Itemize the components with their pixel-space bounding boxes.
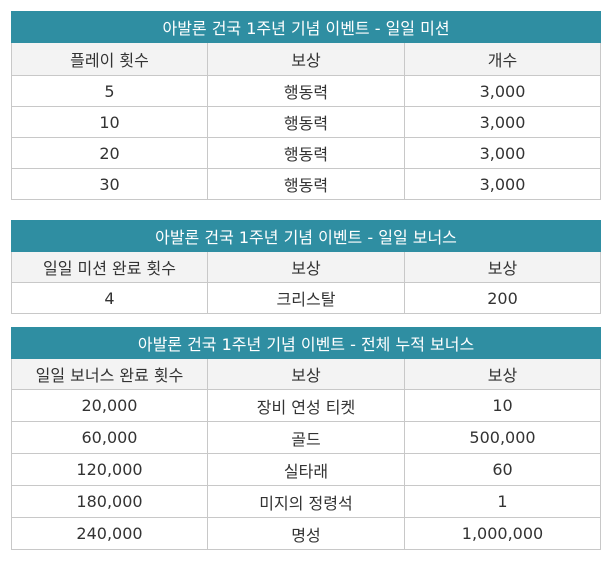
header-play-count: 플레이 횟수 [11, 42, 208, 76]
daily-bonus-title: 아발론 건국 1주년 기념 이벤트 - 일일 보너스 [10, 220, 602, 252]
table-header-row: 일일 미션 완료 횟수 보상 보상 [11, 251, 602, 283]
cell-reward: 행동력 [207, 106, 405, 138]
cell-complete-count: 20,000 [11, 389, 208, 422]
table-row: 60,000 골드 500,000 [11, 421, 602, 454]
cell-play-count: 10 [11, 106, 208, 138]
cell-reward-amount: 200 [403, 282, 602, 314]
cell-reward: 명성 [207, 517, 405, 550]
cell-reward-amount: 1,000,000 [403, 517, 602, 550]
header-quantity: 개수 [403, 42, 602, 76]
cell-reward: 골드 [207, 421, 405, 454]
table-row: 20,000 장비 연성 티켓 10 [11, 389, 602, 422]
cell-quantity: 3,000 [403, 168, 602, 200]
cell-complete-count: 4 [11, 282, 208, 314]
table-row: 10 행동력 3,000 [11, 106, 602, 138]
cell-reward-amount: 10 [403, 389, 602, 422]
daily-mission-table: 아발론 건국 1주년 기념 이벤트 - 일일 미션 플레이 횟수 보상 개수 5… [10, 11, 602, 200]
cell-quantity: 3,000 [403, 75, 602, 107]
cell-play-count: 20 [11, 137, 208, 169]
table-row: 20 행동력 3,000 [11, 137, 602, 169]
cell-reward: 장비 연성 티켓 [207, 389, 405, 422]
table-row: 4 크리스탈 200 [11, 282, 602, 314]
header-reward: 보상 [207, 251, 405, 283]
cumulative-bonus-table: 아발론 건국 1주년 기념 이벤트 - 전체 누적 보너스 일일 보너스 완료 … [10, 327, 602, 550]
cell-quantity: 3,000 [403, 106, 602, 138]
cell-play-count: 5 [11, 75, 208, 107]
cell-reward-amount: 500,000 [403, 421, 602, 454]
table-row: 120,000 실타래 60 [11, 453, 602, 486]
header-mission-complete-count: 일일 미션 완료 횟수 [11, 251, 208, 283]
cell-complete-count: 180,000 [11, 485, 208, 518]
cell-complete-count: 240,000 [11, 517, 208, 550]
cell-reward: 행동력 [207, 168, 405, 200]
table-row: 180,000 미지의 정령석 1 [11, 485, 602, 518]
cell-reward-amount: 1 [403, 485, 602, 518]
table-row: 30 행동력 3,000 [11, 168, 602, 200]
cell-reward: 미지의 정령석 [207, 485, 405, 518]
cell-quantity: 3,000 [403, 137, 602, 169]
header-reward-amount: 보상 [403, 251, 602, 283]
table-row: 5 행동력 3,000 [11, 75, 602, 107]
cell-reward: 행동력 [207, 137, 405, 169]
cell-reward-amount: 60 [403, 453, 602, 486]
cell-reward: 행동력 [207, 75, 405, 107]
cell-play-count: 30 [11, 168, 208, 200]
cell-complete-count: 120,000 [11, 453, 208, 486]
cell-reward: 실타래 [207, 453, 405, 486]
table-header-row: 플레이 횟수 보상 개수 [11, 42, 602, 76]
header-reward: 보상 [207, 42, 405, 76]
table-row: 240,000 명성 1,000,000 [11, 517, 602, 550]
cumulative-bonus-title: 아발론 건국 1주년 기념 이벤트 - 전체 누적 보너스 [10, 327, 602, 359]
header-reward-amount: 보상 [403, 358, 602, 390]
daily-bonus-table: 아발론 건국 1주년 기념 이벤트 - 일일 보너스 일일 미션 완료 횟수 보… [10, 220, 602, 314]
header-reward: 보상 [207, 358, 405, 390]
header-bonus-complete-count: 일일 보너스 완료 횟수 [11, 358, 208, 390]
cell-complete-count: 60,000 [11, 421, 208, 454]
daily-mission-title: 아발론 건국 1주년 기념 이벤트 - 일일 미션 [10, 11, 602, 43]
cell-reward: 크리스탈 [207, 282, 405, 314]
table-header-row: 일일 보너스 완료 횟수 보상 보상 [11, 358, 602, 390]
